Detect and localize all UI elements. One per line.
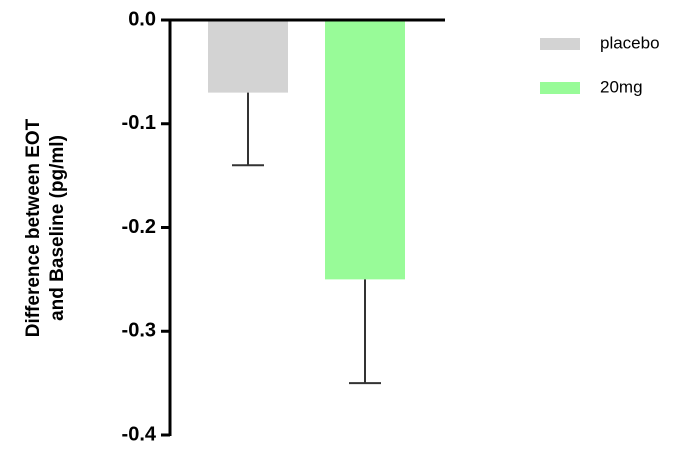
error-bar bbox=[232, 92, 264, 167]
error-bar bbox=[349, 279, 381, 385]
y-tick-label: -0.3 bbox=[122, 320, 156, 342]
y-axis-title: Difference between EOT and Baseline (pg/… bbox=[23, 118, 68, 337]
legend-swatch bbox=[540, 38, 580, 50]
legend-label: placebo bbox=[600, 33, 660, 52]
bar bbox=[208, 20, 288, 93]
y-tick-label: 0.0 bbox=[128, 8, 156, 30]
legend-swatch bbox=[540, 82, 580, 94]
y-tick-label: -0.1 bbox=[122, 112, 156, 134]
bar bbox=[325, 20, 405, 280]
y-axis-title-line: Difference between EOT bbox=[23, 118, 44, 337]
y-tick-label: -0.2 bbox=[122, 216, 156, 238]
y-axis-title-line: and Baseline (pg/ml) bbox=[47, 135, 68, 321]
legend-label: 20mg bbox=[600, 77, 643, 96]
y-tick-label: -0.4 bbox=[122, 423, 157, 445]
